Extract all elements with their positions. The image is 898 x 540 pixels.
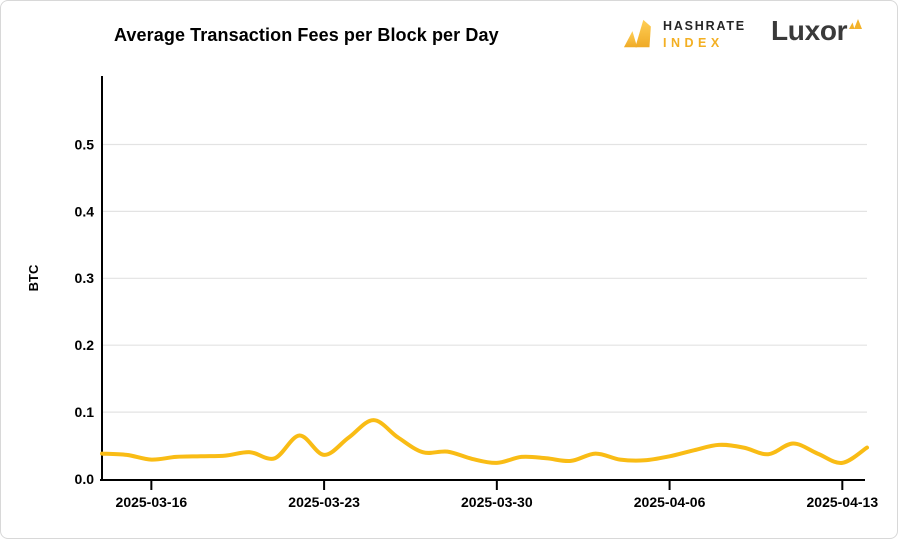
x-axis-tick-label: 2025-04-06 bbox=[634, 494, 706, 510]
luxor-logo: Luxor bbox=[771, 16, 863, 46]
x-axis-tick-label: 2025-03-23 bbox=[288, 494, 360, 510]
y-axis-tick-label: 0.4 bbox=[75, 203, 95, 219]
y-axis-tick-label: 0.3 bbox=[75, 270, 95, 286]
x-axis-tick-label: 2025-03-16 bbox=[116, 494, 188, 510]
x-axis-tick-label: 2025-04-13 bbox=[807, 494, 879, 510]
luxor-logo-triangle-icon bbox=[849, 19, 863, 29]
x-axis-tick-label: 2025-03-30 bbox=[461, 494, 533, 510]
y-axis-tick-label: 0.2 bbox=[75, 337, 95, 353]
y-axis-tick-label: 0.1 bbox=[75, 404, 95, 420]
hashrate-index-logo-text: HASHRATE INDEX bbox=[663, 19, 746, 50]
luxor-logo-wordmark: Luxor bbox=[771, 15, 848, 46]
y-axis-tick-label: 0.5 bbox=[75, 136, 95, 152]
hashrate-logo-wordmark: HASHRATE bbox=[663, 18, 746, 33]
fee-line bbox=[100, 418, 869, 465]
y-axis-title: BTC bbox=[26, 264, 41, 291]
hashrate-index-logo: HASHRATE INDEX bbox=[623, 16, 746, 52]
hashrate-logo-index-wordmark: INDEX bbox=[663, 35, 724, 50]
chart-title: Average Transaction Fees per Block per D… bbox=[114, 25, 499, 45]
y-axis-tick-label: 0.0 bbox=[75, 471, 95, 487]
hashrate-index-logo-icon bbox=[623, 19, 651, 48]
